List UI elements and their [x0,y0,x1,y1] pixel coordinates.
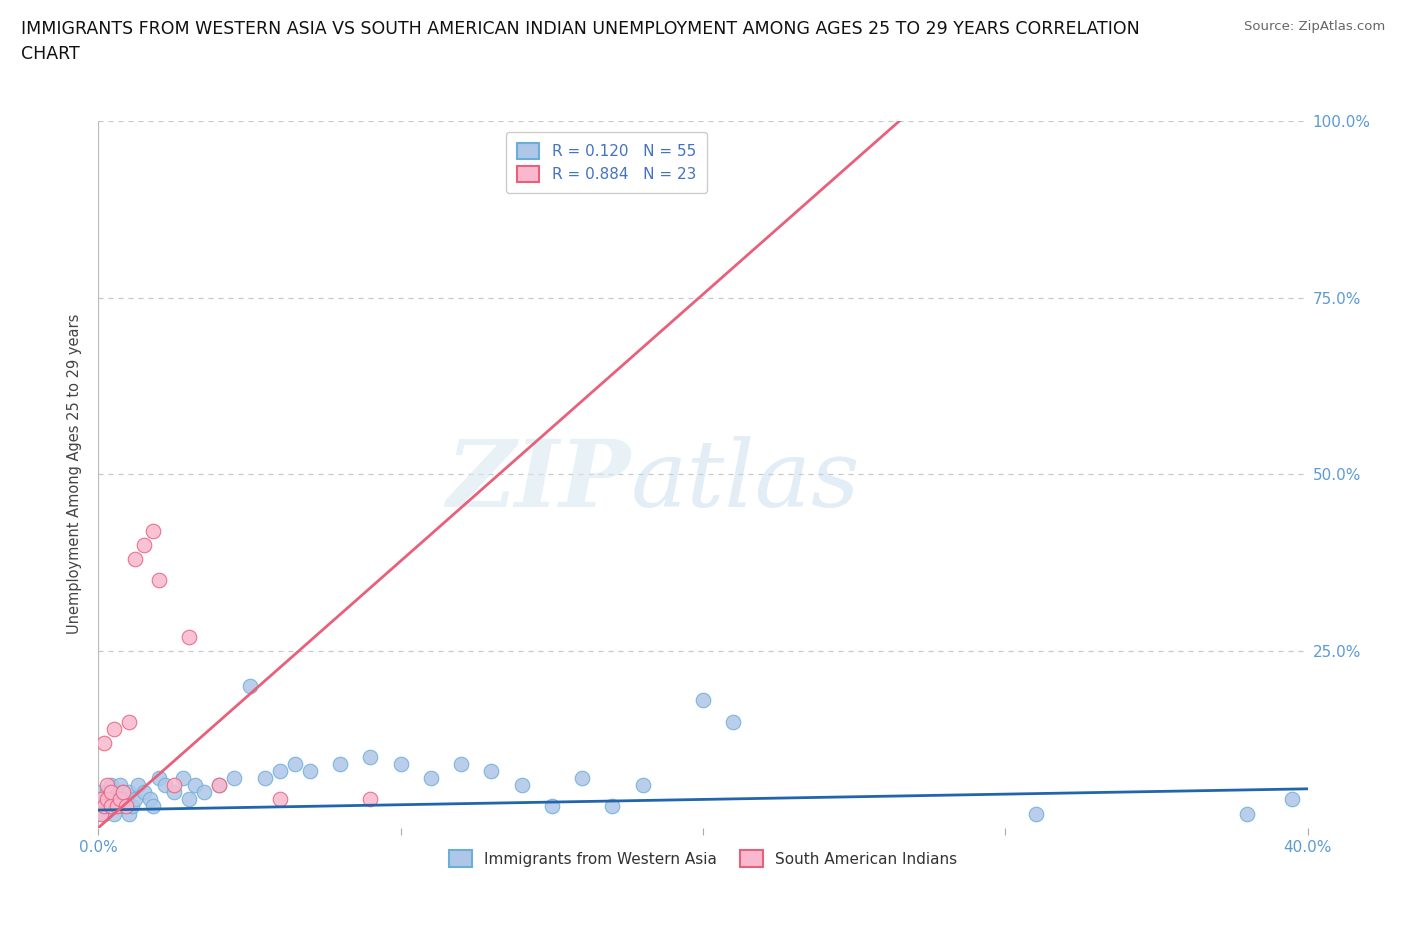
Text: Source: ZipAtlas.com: Source: ZipAtlas.com [1244,20,1385,33]
Point [172,771,194,786]
Point [100,785,122,800]
Point [93,792,115,807]
Point [111,799,134,814]
Point [139,792,162,807]
Point [121,799,143,814]
Point [93,736,115,751]
Point [1281,792,1303,807]
Point [148,573,170,588]
Point [179,630,201,644]
Y-axis label: Unemployment Among Ages 25 to 29 years: Unemployment Among Ages 25 to 29 years [67,314,83,634]
Point [108,792,131,807]
Point [90,799,112,814]
Point [100,777,122,792]
Point [96,785,118,800]
Point [389,757,412,772]
Point [269,792,291,807]
Point [179,792,201,807]
Point [124,792,146,807]
Point [239,679,262,694]
Point [93,799,115,814]
Point [90,785,112,800]
Point [108,777,131,792]
Point [224,771,246,786]
Point [253,771,276,786]
Point [148,771,170,786]
Point [111,785,134,800]
Point [103,722,125,737]
Point [1236,806,1258,821]
Point [208,777,231,792]
Point [450,757,472,772]
Point [420,771,443,786]
Point [329,757,352,772]
Point [105,799,128,814]
Point [631,777,654,792]
Point [132,785,155,800]
Point [100,799,122,814]
Point [193,785,215,800]
Point [118,714,141,729]
Text: CHART: CHART [21,45,80,62]
Point [103,806,125,821]
Point [284,757,307,772]
Point [114,799,136,814]
Point [103,792,125,807]
Point [96,792,118,807]
Point [105,799,128,814]
Point [124,551,146,566]
Text: atlas: atlas [630,436,860,526]
Text: IMMIGRANTS FROM WESTERN ASIA VS SOUTH AMERICAN INDIAN UNEMPLOYMENT AMONG AGES 25: IMMIGRANTS FROM WESTERN ASIA VS SOUTH AM… [21,20,1140,38]
Legend: Immigrants from Western Asia, South American Indians: Immigrants from Western Asia, South Amer… [443,844,963,873]
Point [105,785,128,800]
Point [132,538,155,552]
Point [723,714,745,729]
Point [510,777,533,792]
Point [111,785,134,800]
Point [118,785,141,800]
Text: ZIP: ZIP [446,436,630,526]
Point [108,792,131,807]
Point [114,792,136,807]
Point [163,785,186,800]
Point [360,792,382,807]
Point [142,524,165,538]
Point [360,750,382,764]
Point [118,806,141,821]
Point [571,771,593,786]
Point [96,799,118,814]
Point [602,799,624,814]
Point [93,806,115,821]
Point [127,777,149,792]
Point [163,777,186,792]
Point [540,799,562,814]
Point [100,792,122,807]
Point [1024,806,1046,821]
Point [692,693,714,708]
Point [96,777,118,792]
Point [90,806,112,821]
Point [142,799,165,814]
Point [153,777,176,792]
Point [269,764,291,778]
Point [299,764,322,778]
Point [184,777,207,792]
Point [90,792,112,807]
Point [208,777,231,792]
Point [481,764,503,778]
